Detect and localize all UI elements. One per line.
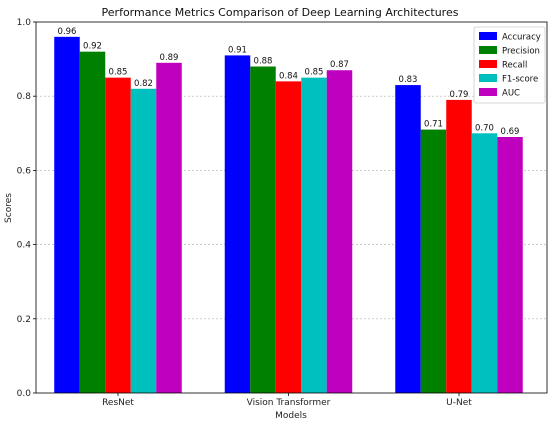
legend-label: Accuracy — [502, 33, 541, 43]
legend-label: F1-score — [502, 75, 538, 85]
bar-recall-u-net — [446, 99, 472, 393]
legend-swatch — [479, 74, 497, 82]
bar-value-label: 0.83 — [399, 75, 418, 85]
bar-auc-resnet — [156, 62, 182, 394]
bar-value-label: 0.69 — [501, 127, 520, 137]
bar-precision-resnet — [79, 51, 106, 394]
legend-swatch — [479, 46, 497, 54]
bar-f1-score-u-net — [471, 133, 498, 394]
bar-precision-u-net — [420, 129, 447, 393]
bar-auc-u-net — [497, 137, 523, 393]
y-tick-label: 0.0 — [17, 389, 32, 399]
y-tick-label: 0.4 — [17, 241, 32, 251]
legend: Accuracy Precision Recall F1-score AUC — [473, 26, 546, 104]
legend-label: AUC — [502, 89, 520, 99]
bar-value-label: 0.89 — [160, 53, 179, 63]
y-axis-title: Scores — [4, 193, 14, 223]
legend-swatch — [479, 32, 497, 40]
bar-value-label: 0.91 — [228, 45, 247, 55]
bar-value-label: 0.82 — [134, 79, 153, 89]
bar-accuracy-resnet — [54, 36, 80, 394]
bar-accuracy-u-net — [395, 85, 421, 393]
plot-area-frame — [35, 21, 548, 394]
bar-f1-score-vision-transformer — [301, 77, 327, 394]
y-tick-label: 0.8 — [17, 92, 32, 102]
legend-label: Recall — [502, 61, 527, 71]
bar-precision-vision-transformer — [250, 66, 276, 394]
y-axis: 0.0 0.2 0.4 0.6 0.8 1.0 — [17, 18, 36, 399]
x-axis-title: Models — [275, 411, 307, 421]
bar-value-label: 0.88 — [254, 57, 273, 67]
x-tick-label: Vision Transformer — [247, 398, 331, 408]
bar-recall-resnet — [105, 77, 131, 394]
bar-accuracy-vision-transformer — [224, 55, 251, 393]
x-axis: ResNet Vision Transformer U-Net — [102, 393, 472, 408]
x-tick-label: ResNet — [102, 398, 134, 408]
bar-auc-vision-transformer — [326, 70, 353, 393]
y-tick-label: 1.0 — [17, 18, 32, 28]
bar-value-label: 0.92 — [83, 42, 102, 52]
legend-swatch — [479, 60, 497, 68]
bar-value-label: 0.87 — [330, 60, 349, 70]
x-tick-label: U-Net — [446, 398, 472, 408]
bar-value-label: 0.70 — [475, 123, 494, 133]
bar-value-label: 0.84 — [279, 71, 298, 81]
bar-value-label: 0.85 — [109, 68, 128, 78]
y-tick-label: 0.6 — [17, 166, 32, 176]
bar-recall-vision-transformer — [275, 81, 302, 394]
bar-value-label: 0.96 — [58, 27, 77, 37]
chart-title: Performance Metrics Comparison of Deep L… — [102, 6, 459, 19]
legend-swatch — [479, 88, 497, 96]
data-labels-layer: 0.96 0.92 0.85 0.82 0.89 0.91 0.88 0.84 0.85 0.87… — [58, 27, 520, 137]
bar-f1-score-resnet — [130, 88, 157, 393]
bar-value-label: 0.79 — [450, 90, 469, 100]
bars-layer — [54, 36, 523, 394]
y-tick-label: 0.2 — [17, 315, 31, 325]
bar-value-label: 0.85 — [305, 68, 324, 78]
bar-value-label: 0.71 — [424, 120, 443, 130]
legend-label: Precision — [502, 47, 540, 57]
